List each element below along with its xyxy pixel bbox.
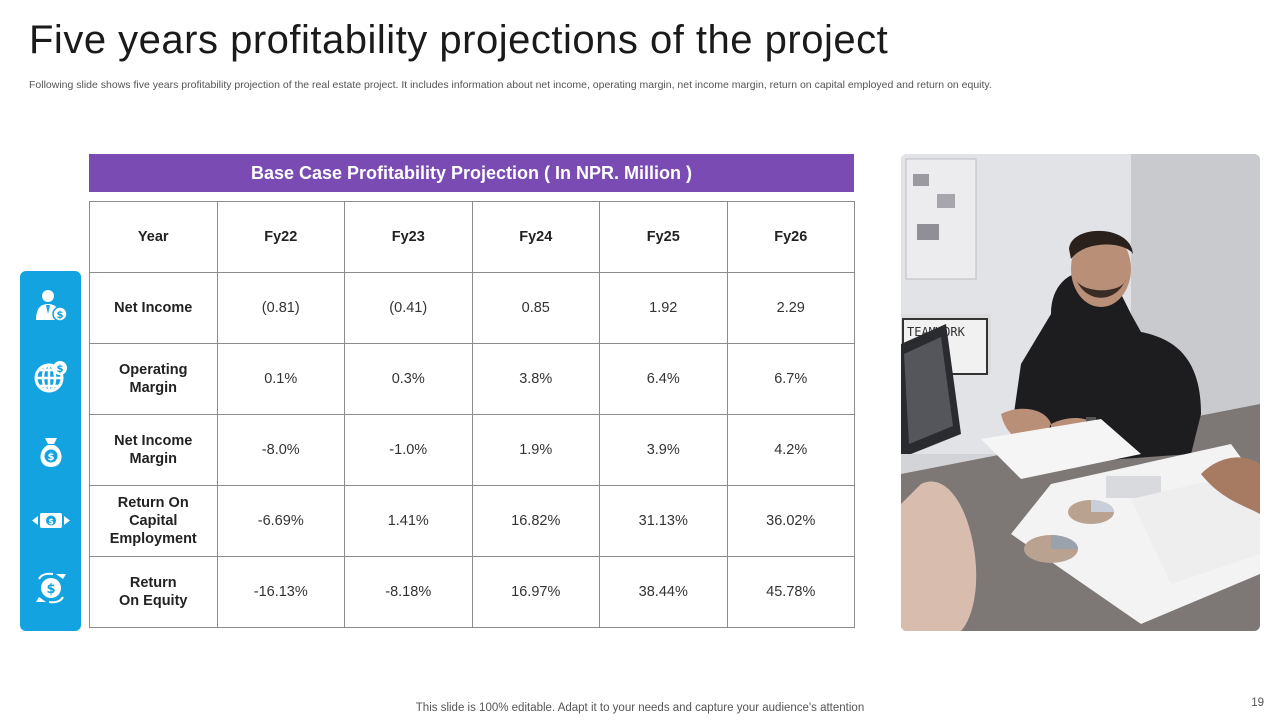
header-cell: Fy22 (216, 201, 345, 273)
row-label-line: Return (129, 575, 177, 591)
money-bag-icon: $ (30, 431, 71, 472)
table-header-row: Year Fy22 Fy23 Fy24 Fy25 Fy26 (89, 201, 855, 273)
globe-dollar-icon: $ (30, 356, 71, 397)
row-label-line: Margin (129, 380, 178, 396)
value-cell: 6.4% (599, 343, 728, 415)
value-cell: 3.8% (471, 343, 600, 415)
value-cell: -8.18% (344, 556, 473, 628)
row-label-line: Net Income (114, 433, 193, 449)
table-row: Return On Equity -16.13% -8.18% 16.97% 38.44%… (89, 556, 855, 628)
row-label: Net Income Margin (89, 414, 218, 486)
value-cell: -16.13% (216, 556, 345, 628)
value-cell: -6.69% (216, 485, 345, 557)
value-cell: (0.81) (216, 272, 345, 344)
value-cell: 38.44% (599, 556, 728, 628)
value-cell: 45.78% (726, 556, 855, 628)
row-label: Return On Equity (89, 556, 218, 628)
slide-title: Five years profitability projections of … (29, 18, 889, 62)
table-row: Operating Margin 0.1% 0.3% 3.8% 6.4% 6.7% (89, 343, 855, 415)
value-cell: 36.02% (726, 485, 855, 557)
row-label-line: Return On (117, 495, 189, 511)
value-cell: 0.3% (344, 343, 473, 415)
page-number: 19 (1251, 697, 1264, 709)
icon-sidebar: $ $ $ $ $ (20, 271, 81, 631)
team-meeting-photo: TEAMWORK (901, 154, 1260, 631)
header-cell: Fy26 (726, 201, 855, 273)
value-cell: 3.9% (599, 414, 728, 486)
value-cell: (0.41) (344, 272, 473, 344)
row-label-line: Employment (109, 531, 197, 547)
slide-footer: This slide is 100% editable. Adapt it to… (415, 702, 865, 714)
svg-text:$: $ (56, 310, 63, 321)
row-label-line: Net Income (114, 300, 193, 316)
header-cell: Fy23 (344, 201, 473, 273)
profitability-table: Year Fy22 Fy23 Fy24 Fy25 Fy26 Net Income… (89, 201, 855, 628)
row-label-line: Margin (129, 451, 178, 467)
row-label: Net Income (89, 272, 218, 344)
slide-subtitle: Following slide shows five years profita… (29, 79, 992, 91)
header-cell: Year (89, 201, 218, 273)
photo-illustration: TEAMWORK (901, 154, 1260, 631)
businessman-dollar-icon: $ (30, 285, 71, 326)
value-cell: -8.0% (216, 414, 345, 486)
value-cell: 16.97% (471, 556, 600, 628)
value-cell: 31.13% (599, 485, 728, 557)
header-cell: Fy25 (599, 201, 728, 273)
coin-exchange-icon: $ (30, 567, 71, 608)
svg-text:$: $ (46, 582, 55, 597)
value-cell: 2.29 (726, 272, 855, 344)
svg-text:$: $ (47, 452, 54, 463)
row-label: Operating Margin (89, 343, 218, 415)
value-cell: 1.9% (471, 414, 600, 486)
value-cell: 0.85 (471, 272, 600, 344)
header-cell: Fy24 (471, 201, 600, 273)
value-cell: 1.92 (599, 272, 728, 344)
table-row: Return On Capital Employment -6.69% 1.41% 16.… (89, 485, 855, 557)
value-cell: 1.41% (344, 485, 473, 557)
svg-text:$: $ (56, 364, 63, 375)
value-cell: 0.1% (216, 343, 345, 415)
row-label-line: Operating (119, 362, 188, 378)
value-cell: -1.0% (344, 414, 473, 486)
cash-transfer-icon: $ (30, 500, 71, 541)
row-label-line: On Equity (119, 593, 188, 609)
table-row: Net Income Margin -8.0% -1.0% 1.9% 3.9% 4.2% (89, 414, 855, 486)
row-label-line: Capital (129, 513, 178, 529)
row-label: Return On Capital Employment (89, 485, 218, 557)
table-row: Net Income (0.81) (0.41) 0.85 1.92 2.29 (89, 272, 855, 344)
table-banner: Base Case Profitability Projection ( In … (89, 154, 854, 192)
value-cell: 6.7% (726, 343, 855, 415)
value-cell: 4.2% (726, 414, 855, 486)
value-cell: 16.82% (471, 485, 600, 557)
svg-text:$: $ (48, 517, 54, 526)
